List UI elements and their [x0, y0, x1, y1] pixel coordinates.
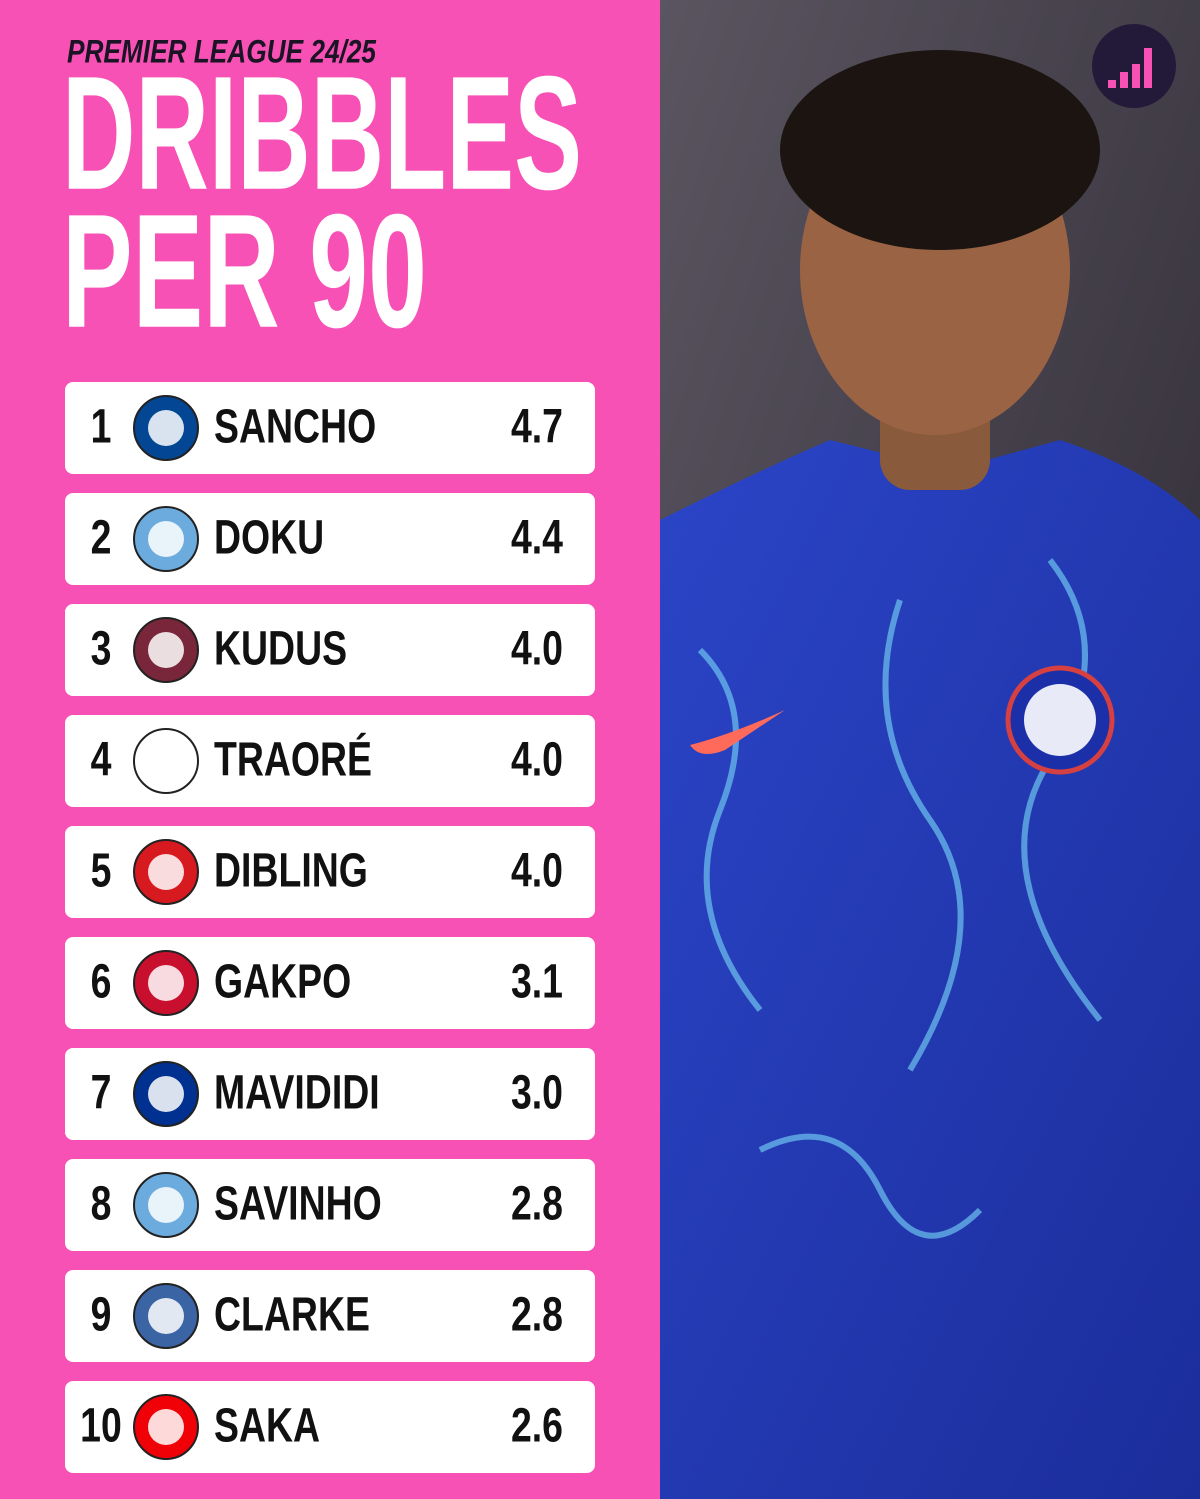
ranking-row: 4 TRAORÉ 4.0 [65, 715, 595, 807]
club-logo [133, 1283, 199, 1349]
row-card [65, 1159, 595, 1251]
club-logo [133, 950, 199, 1016]
rank: 10 [80, 1399, 122, 1453]
club-badge-inner [148, 410, 184, 446]
row-card [65, 1048, 595, 1140]
player-name: GAKPO [214, 955, 351, 1009]
subtitle: PREMIER LEAGUE 24/25 [67, 35, 377, 70]
club-logo [133, 395, 199, 461]
row-card [65, 382, 595, 474]
rank: 2 [91, 511, 112, 565]
club-badge-inner [148, 1187, 184, 1223]
stat-value: 4.0 [511, 622, 563, 676]
stat-value: 4.0 [511, 733, 563, 787]
club-badge-inner [148, 743, 184, 779]
stat-value: 4.4 [511, 511, 563, 565]
ranking-row: 1 SANCHO 4.7 [65, 382, 595, 474]
club-logo [133, 1061, 199, 1127]
player-name: SAVINHO [214, 1177, 382, 1231]
club-logo [133, 728, 199, 794]
club-logo [133, 1394, 199, 1460]
rank: 3 [91, 622, 112, 676]
row-card [65, 1270, 595, 1362]
ranking-row: 8 SAVINHO 2.8 [65, 1159, 595, 1251]
ranking-row: 2 DOKU 4.4 [65, 493, 595, 585]
player-name: SAKA [214, 1399, 320, 1453]
stat-value: 4.0 [511, 844, 563, 898]
ranking-list: 1 SANCHO 4.7 2 DOKU 4.4 3 KUDUS 4.0 4 TRAORÉ 4.0 5 DI… [65, 382, 595, 1473]
player-name: CLARKE [214, 1288, 370, 1342]
ranking-row: 3 KUDUS 4.0 [65, 604, 595, 696]
stat-value: 2.6 [511, 1399, 563, 1453]
ranking-row: 6 GAKPO 3.1 [65, 937, 595, 1029]
player-name: SANCHO [214, 400, 376, 454]
stat-value: 3.0 [511, 1066, 563, 1120]
player-name: KUDUS [214, 622, 347, 676]
stat-value: 4.7 [511, 400, 563, 454]
rank: 6 [91, 955, 112, 1009]
club-logo [133, 839, 199, 905]
club-badge-inner [148, 521, 184, 557]
rank: 5 [91, 844, 112, 898]
row-card [65, 937, 595, 1029]
rank: 7 [91, 1066, 112, 1120]
rank: 8 [91, 1177, 112, 1231]
row-card [65, 604, 595, 696]
club-logo [133, 506, 199, 572]
stat-value: 3.1 [511, 955, 563, 1009]
ranking-row: 9 CLARKE 2.8 [65, 1270, 595, 1362]
ranking-row: 7 MAVIDIDI 3.0 [65, 1048, 595, 1140]
player-name: TRAORÉ [214, 733, 372, 787]
club-logo [133, 1172, 199, 1238]
rank: 4 [91, 733, 112, 787]
player-name: DIBLING [214, 844, 368, 898]
row-card [65, 715, 595, 807]
photo [660, 0, 1200, 1499]
club-badge-inner [148, 1409, 184, 1445]
rank: 1 [91, 400, 112, 454]
stat-value: 2.8 [511, 1288, 563, 1342]
row-card [65, 493, 595, 585]
brand-logo [1092, 24, 1176, 108]
club-badge-inner [148, 1076, 184, 1112]
club-badge-inner [148, 1298, 184, 1334]
rank: 9 [91, 1288, 112, 1342]
stat-value: 2.8 [511, 1177, 563, 1231]
ranking-row: 5 DIBLING 4.0 [65, 826, 595, 918]
ranking-row: 10 SAKA 2.6 [65, 1381, 595, 1473]
player-name: DOKU [214, 511, 324, 565]
title: PER 90 [62, 181, 427, 362]
club-badge-inner [148, 965, 184, 1001]
club-badge-inner [148, 854, 184, 890]
row-card [65, 1381, 595, 1473]
row-card [65, 826, 595, 918]
club-logo [133, 617, 199, 683]
title: DRIBBLES [62, 43, 582, 224]
player-name: MAVIDIDI [214, 1066, 380, 1120]
club-badge-inner [148, 632, 184, 668]
